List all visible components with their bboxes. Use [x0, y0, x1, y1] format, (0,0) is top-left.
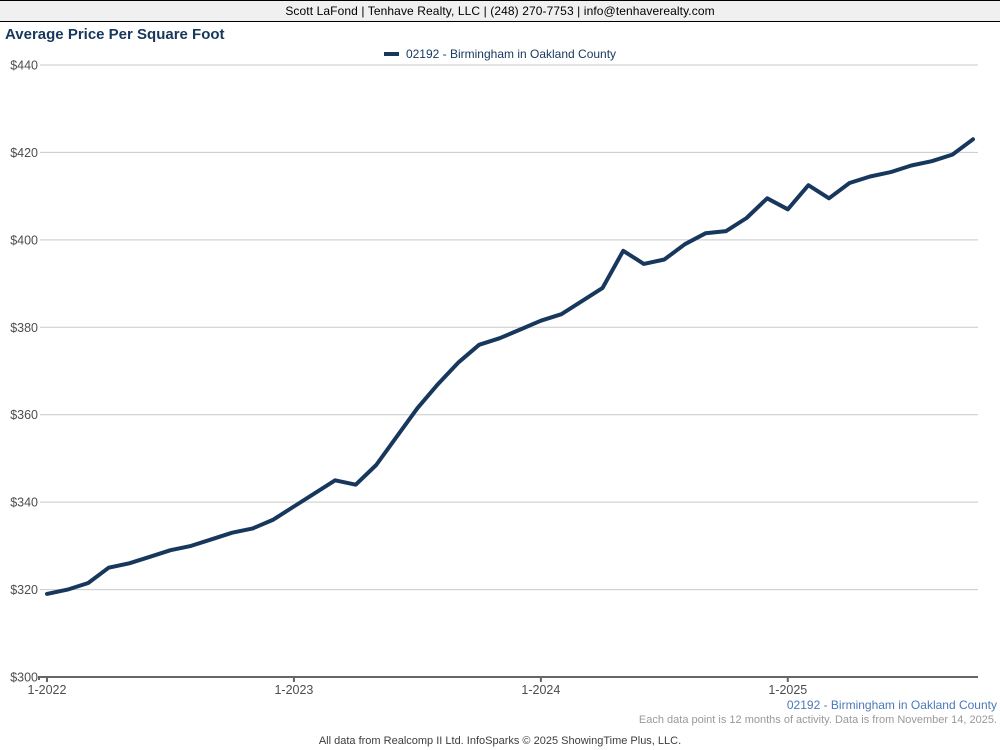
y-axis-label: $380 [10, 321, 38, 335]
x-axis-label: 1-2025 [768, 683, 807, 697]
chart-legend: 02192 - Birmingham in Oakland County [0, 47, 1000, 61]
footer-series-label: 02192 - Birmingham in Oakland County [786, 698, 997, 712]
y-axis-label: $360 [10, 408, 38, 422]
agent-contact-line: Scott LaFond | Tenhave Realty, LLC | (24… [285, 4, 715, 18]
y-axis-label: $400 [10, 233, 38, 247]
x-axis-label: 1-2022 [28, 683, 67, 697]
y-axis-label: $440 [10, 59, 38, 73]
y-axis-label: $340 [10, 496, 38, 510]
header-bar: Scott LaFond | Tenhave Realty, LLC | (24… [0, 0, 1000, 22]
y-axis-label: $300 [10, 671, 38, 685]
y-axis-label: $320 [10, 583, 38, 597]
legend-line-swatch [383, 52, 399, 56]
x-axis-label: 1-2023 [274, 683, 313, 697]
legend-series-label: 02192 - Birmingham in Oakland County [405, 47, 617, 61]
x-axis-label: 1-2024 [521, 683, 560, 697]
y-axis-label: $420 [10, 146, 38, 160]
footer-attribution: All data from Realcomp II Ltd. InfoSpark… [318, 735, 682, 747]
price-series-line[interactable] [45, 137, 975, 596]
footer-data-note: Each data point is 12 months of activity… [638, 714, 997, 726]
page-title: Average Price Per Square Foot [5, 26, 225, 43]
